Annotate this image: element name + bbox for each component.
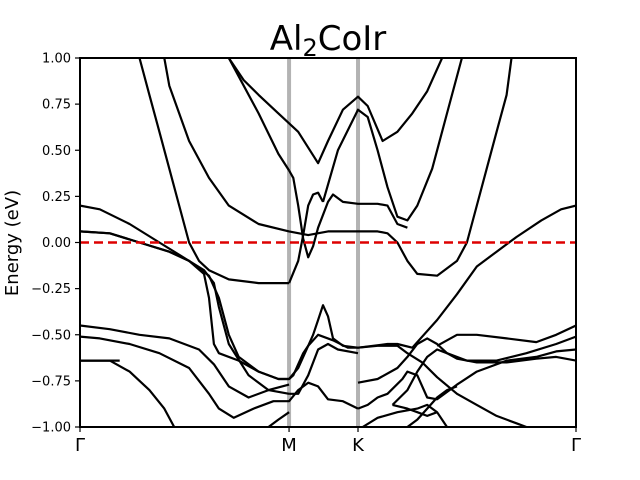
x-tick-label-1: M: [281, 435, 297, 456]
chart-title: Al2CoIr: [270, 19, 387, 62]
band-line-23: [267, 411, 290, 427]
y-tick-label: 0.25: [42, 190, 71, 205]
band-line-14: [321, 58, 463, 222]
band-line-20: [391, 335, 576, 406]
y-tick-label: −0.25: [31, 282, 71, 297]
band-line-4: [289, 342, 359, 395]
band-line-3: [80, 230, 290, 395]
band-line-15: [357, 348, 576, 410]
band-line-5: [80, 324, 290, 399]
y-tick-label: 1.00: [42, 52, 71, 67]
band-line-16: [357, 337, 576, 384]
band-line-22: [436, 324, 576, 347]
y-tick-label: 0.50: [42, 144, 71, 159]
y-tick-label: −0.50: [31, 328, 71, 343]
y-tick-label: −0.75: [31, 374, 71, 389]
band-line-9: [138, 58, 290, 285]
y-axis-ticks: 1.00 0.75 0.50 0.25 0.00 −0.25 −0.50 −0.75 −1.00: [31, 52, 80, 436]
plot-area: [79, 57, 577, 428]
x-tick-label-0: Γ: [75, 435, 85, 456]
band-line-17: [357, 344, 527, 427]
band-line-19: [406, 385, 458, 427]
y-tick-label: 0.75: [42, 98, 71, 113]
band-line-13: [227, 58, 444, 165]
x-tick-label-3: Γ: [571, 435, 581, 456]
band-line-7: [80, 359, 176, 427]
band-line-2: [288, 304, 359, 380]
band-lines: [80, 58, 576, 427]
high-symmetry-lines: [287, 58, 361, 427]
y-tick-label: −1.00: [31, 421, 71, 436]
y-axis-label: Energy (eV): [2, 190, 23, 296]
x-tick-label-2: K: [352, 435, 365, 456]
band-line-6: [80, 335, 359, 419]
band-line-0: [80, 204, 576, 381]
band-line-1: [80, 230, 290, 381]
band-line-8: [288, 169, 408, 259]
y-tick-label: 0.00: [42, 236, 71, 251]
band-line-11: [163, 58, 513, 277]
band-line-10: [288, 191, 324, 284]
band-line-21: [392, 403, 438, 417]
band-line-12: [227, 58, 291, 172]
